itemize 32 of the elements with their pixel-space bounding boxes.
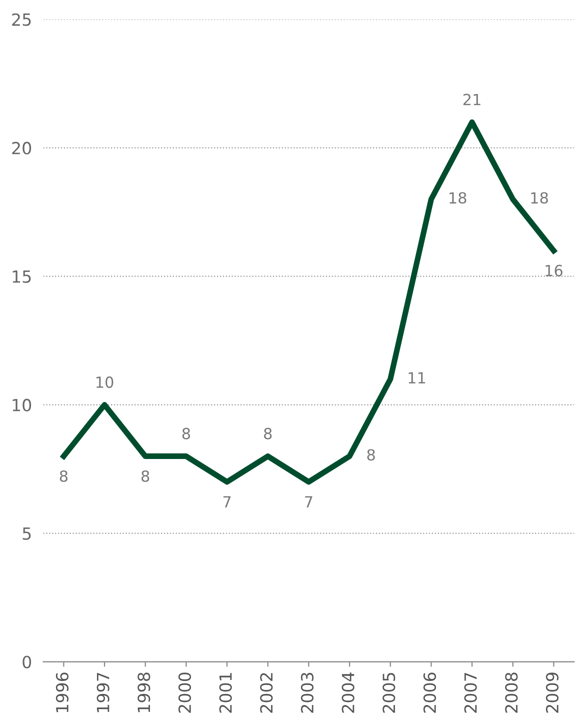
- x-tick-label: 1997: [96, 672, 110, 712]
- y-tick-label: 20: [12, 142, 32, 154]
- x-tick-label: 2000: [178, 672, 192, 713]
- x-tick-label: 2003: [300, 672, 314, 713]
- data-label: 10: [96, 376, 114, 388]
- x-tick-label: 2005: [382, 672, 396, 713]
- x-tick-label: 1996: [56, 672, 69, 712]
- x-tick-label: 2001: [219, 673, 232, 713]
- x-tick-label: 2002: [260, 673, 273, 713]
- data-label: 8: [142, 470, 150, 482]
- data-label: 8: [264, 428, 272, 440]
- data-label: 8: [60, 470, 68, 482]
- data-label: 21: [463, 94, 480, 106]
- data-label: 7: [305, 496, 312, 508]
- data-label: 7: [223, 496, 231, 508]
- x-tick-label: 2007: [464, 672, 477, 713]
- y-tick-label: 0: [22, 656, 32, 668]
- data-label: 18: [450, 192, 466, 204]
- data-label: 11: [408, 372, 426, 384]
- y-tick-label: 10: [12, 398, 32, 412]
- y-tick-label: 5: [22, 527, 31, 540]
- x-tick-label: 2004: [342, 672, 354, 713]
- x-tick-label: 2009: [546, 672, 559, 713]
- data-label: 18: [531, 192, 548, 204]
- data-label: 8: [182, 428, 190, 440]
- data-label: 8: [367, 449, 375, 461]
- data-label: 16: [546, 264, 562, 276]
- x-tick-label: 1998: [138, 672, 150, 712]
- x-tick-label: 2008: [505, 672, 518, 713]
- y-tick-label: 15: [12, 270, 31, 283]
- x-tick-label: 2006: [423, 672, 436, 713]
- y-tick-label: 25: [12, 13, 31, 26]
